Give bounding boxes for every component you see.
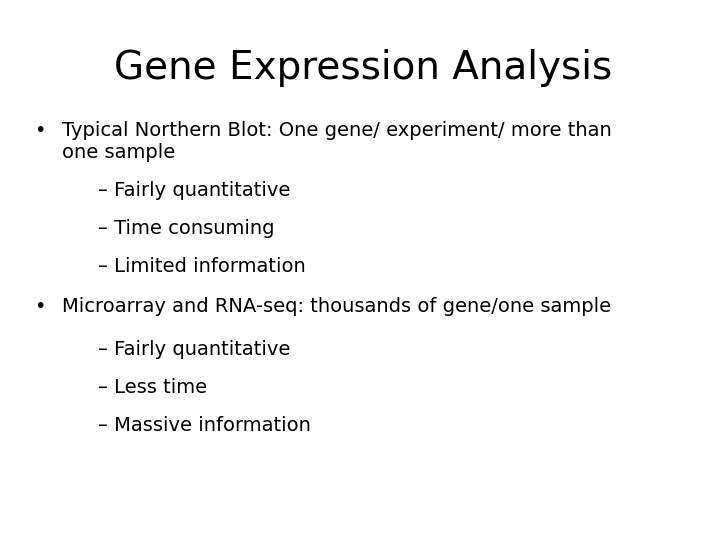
Text: – Fairly quantitative: – Fairly quantitative [98, 340, 291, 359]
Text: – Massive information: – Massive information [98, 416, 311, 435]
Text: Gene Expression Analysis: Gene Expression Analysis [114, 49, 613, 86]
Text: •: • [34, 297, 46, 316]
Text: – Limited information: – Limited information [98, 256, 306, 275]
Text: Microarray and RNA-seq: thousands of gene/one sample: Microarray and RNA-seq: thousands of gen… [62, 297, 611, 316]
Text: – Fairly quantitative: – Fairly quantitative [98, 181, 291, 200]
Text: – Time consuming: – Time consuming [98, 219, 275, 238]
Text: – Less time: – Less time [98, 378, 207, 397]
Text: Typical Northern Blot: One gene/ experiment/ more than
one sample: Typical Northern Blot: One gene/ experim… [62, 122, 611, 163]
Text: •: • [34, 122, 46, 140]
